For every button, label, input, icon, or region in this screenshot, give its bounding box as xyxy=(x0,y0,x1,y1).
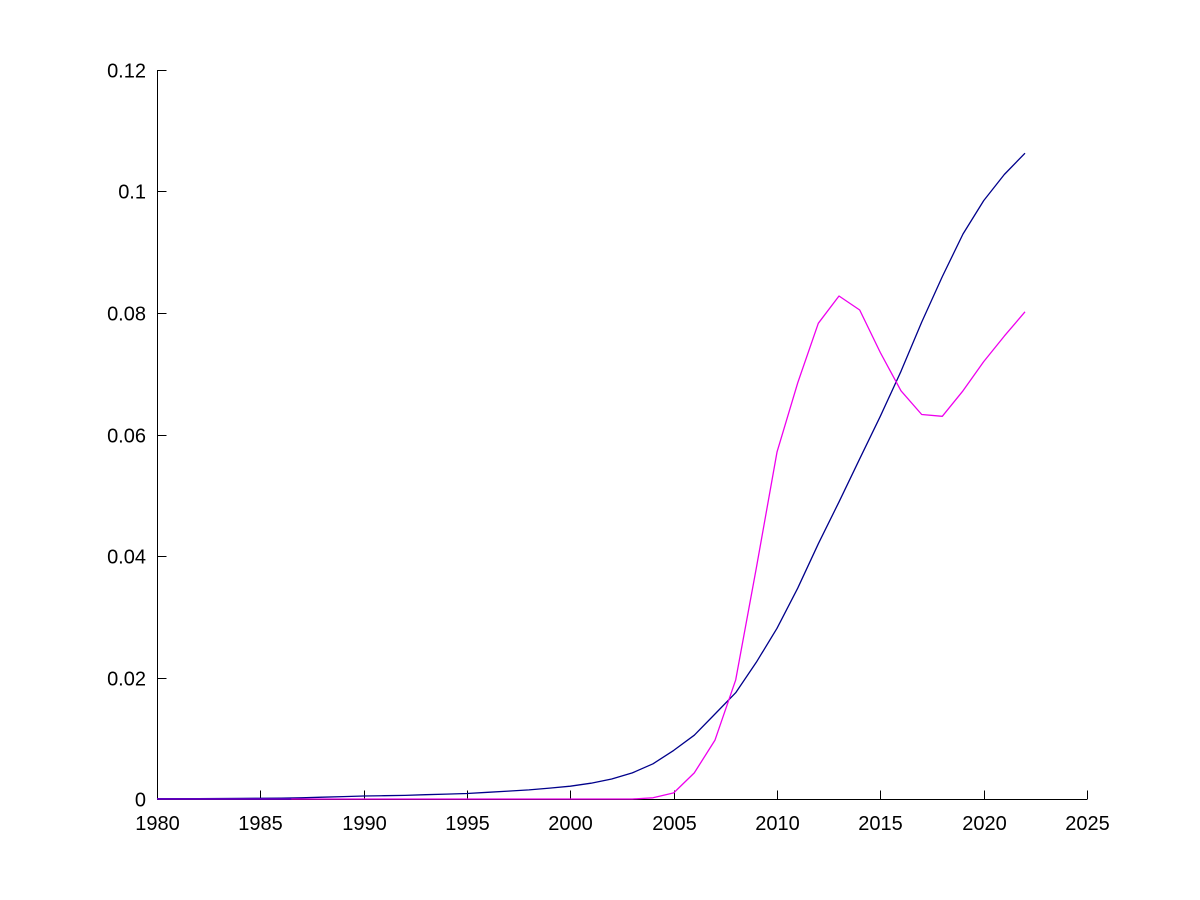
y-tick-label: 0.1 xyxy=(118,182,146,204)
x-tick-label: 2015 xyxy=(858,813,903,835)
x-tick-label: 1990 xyxy=(342,813,387,835)
y-tick-label: 0.12 xyxy=(107,61,146,83)
x-tick-label: 2010 xyxy=(755,813,800,835)
x-tick-label: 2005 xyxy=(652,813,697,835)
magenta-series-line xyxy=(157,295,1026,800)
x-tick-label: 2000 xyxy=(548,813,593,835)
y-tick-label: 0.04 xyxy=(107,547,146,569)
x-tick-label: 2020 xyxy=(962,813,1007,835)
x-tick-label: 1995 xyxy=(445,813,490,835)
x-tick-label: 1985 xyxy=(238,813,283,835)
y-tick-label: 0 xyxy=(135,790,146,812)
y-tick-label: 0.08 xyxy=(107,304,146,326)
x-tick-label: 2025 xyxy=(1065,813,1110,835)
y-tick-label: 0.06 xyxy=(107,426,146,448)
x-tick-label: 1980 xyxy=(135,813,180,835)
blue-series-line xyxy=(156,152,1026,800)
y-tick-label: 0.02 xyxy=(107,669,146,691)
